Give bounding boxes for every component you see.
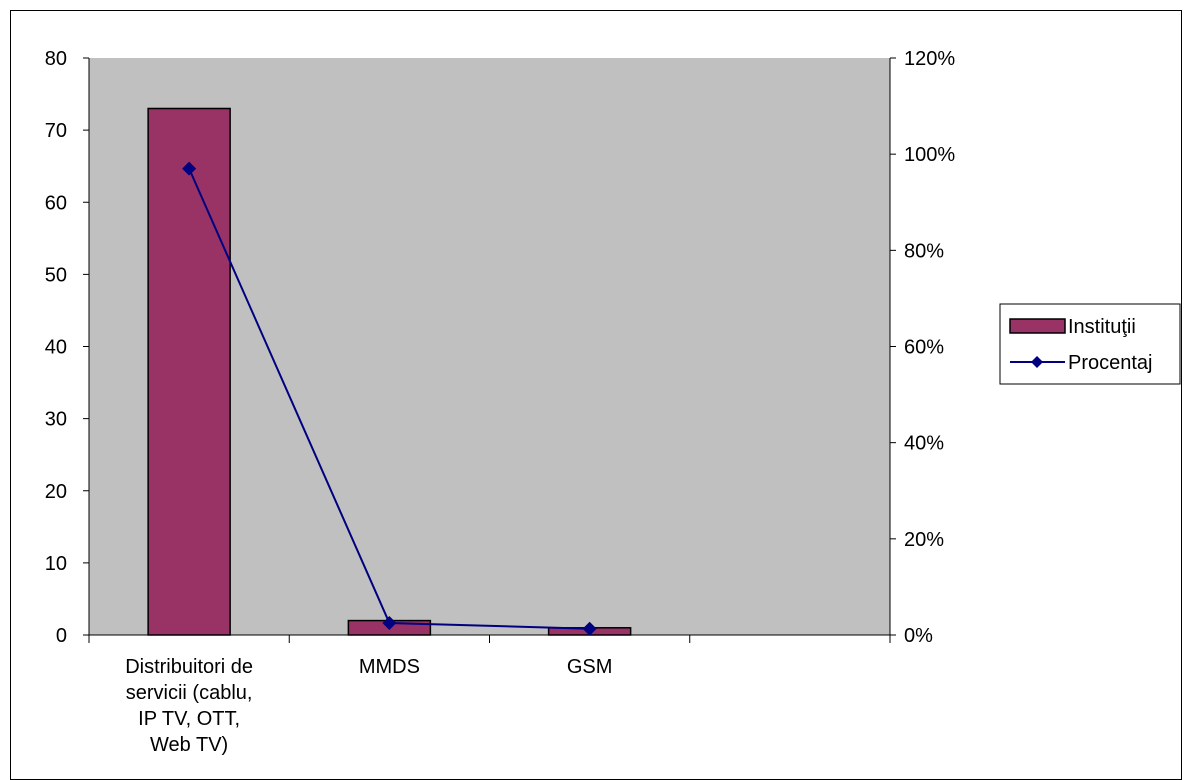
x-tick-label: MMDS xyxy=(359,656,420,678)
point xyxy=(382,615,397,630)
point xyxy=(182,161,197,176)
y-right-tick-label: 20% xyxy=(904,529,944,551)
y-left-tick-label: 40 xyxy=(45,337,67,359)
y-left-tick-label: 70 xyxy=(45,120,67,142)
y-right-tick-label: 120% xyxy=(904,48,955,70)
y-right-tick-label: 40% xyxy=(904,433,944,455)
y-left-tick-label: 50 xyxy=(45,264,67,286)
legend-label: Instituţii xyxy=(1068,316,1136,338)
y-right-tick-label: 0% xyxy=(904,625,933,647)
x-tick-label: GSM xyxy=(567,656,613,678)
legend: Instituţii Procentaj xyxy=(999,303,1181,385)
legend-box xyxy=(999,303,1181,385)
y-right-tick-label: 60% xyxy=(904,337,944,359)
point xyxy=(582,621,597,636)
y-left-tick-label: 10 xyxy=(45,553,67,575)
y-right-tick-label: 80% xyxy=(904,240,944,262)
legend-label: Procentaj xyxy=(1068,352,1153,374)
y-left-tick-label: 20 xyxy=(45,481,67,503)
y-left-tick-label: 0 xyxy=(56,625,67,647)
y-left-tick-label: 60 xyxy=(45,192,67,214)
legend-swatch-bar xyxy=(1009,318,1066,334)
y-left-tick-label: 80 xyxy=(45,48,67,70)
y-left-tick-label: 30 xyxy=(45,409,67,431)
x-tick-label: Distribuitori de servicii (cablu, IP TV, O… xyxy=(125,656,253,756)
y-right-tick-label: 100% xyxy=(904,144,955,166)
bar xyxy=(147,107,231,636)
legend-swatch-marker xyxy=(1031,356,1043,368)
